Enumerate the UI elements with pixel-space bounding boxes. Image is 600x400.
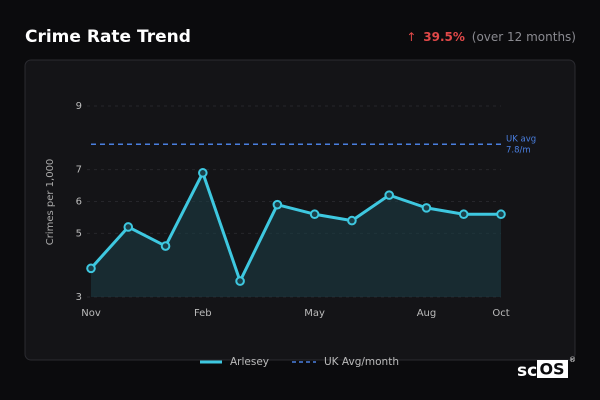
title: Crime Rate Trend <box>25 27 191 47</box>
x-tick-label: Feb <box>194 308 212 319</box>
legend-label: UK Avg/month <box>324 356 399 368</box>
y-tick-label: 5 <box>76 228 82 239</box>
x-tick-label: Aug <box>417 308 437 319</box>
change-arrow: ↑ <box>406 30 416 44</box>
point <box>421 203 432 213</box>
point <box>86 263 96 274</box>
point <box>198 168 208 178</box>
y-axis-label: Crimes per 1,000 <box>45 159 56 246</box>
point <box>309 209 320 220</box>
reference-label: 7.8/m <box>506 146 531 156</box>
y-tick-label: 9 <box>76 101 82 112</box>
area <box>91 172 501 297</box>
point <box>496 209 506 220</box>
point <box>235 276 245 286</box>
y-tick-label: 3 <box>76 292 82 303</box>
x-tick-label: Nov <box>81 308 101 319</box>
legend-label: Arlesey <box>230 356 269 368</box>
logo-mark: ® <box>569 356 576 364</box>
logo-box-text: OS <box>539 360 564 379</box>
point <box>384 190 394 200</box>
logo: sc <box>517 361 537 381</box>
point <box>123 222 134 232</box>
y-tick-label: 7 <box>76 165 82 176</box>
logo-box <box>537 360 568 378</box>
reference-label: UK avg <box>506 135 536 145</box>
y-tick-label: 6 <box>76 197 82 208</box>
change: ↑ 39.5% (over 12 months) <box>406 30 576 44</box>
point <box>458 209 469 220</box>
change-note: (over 12 months) <box>472 30 576 44</box>
point <box>160 241 171 251</box>
x-tick-label: Oct <box>492 308 509 319</box>
point <box>272 199 283 210</box>
line <box>89 171 501 283</box>
change-value: 39.5% <box>423 30 465 44</box>
point <box>347 215 357 226</box>
x-tick-label: May <box>304 308 325 319</box>
